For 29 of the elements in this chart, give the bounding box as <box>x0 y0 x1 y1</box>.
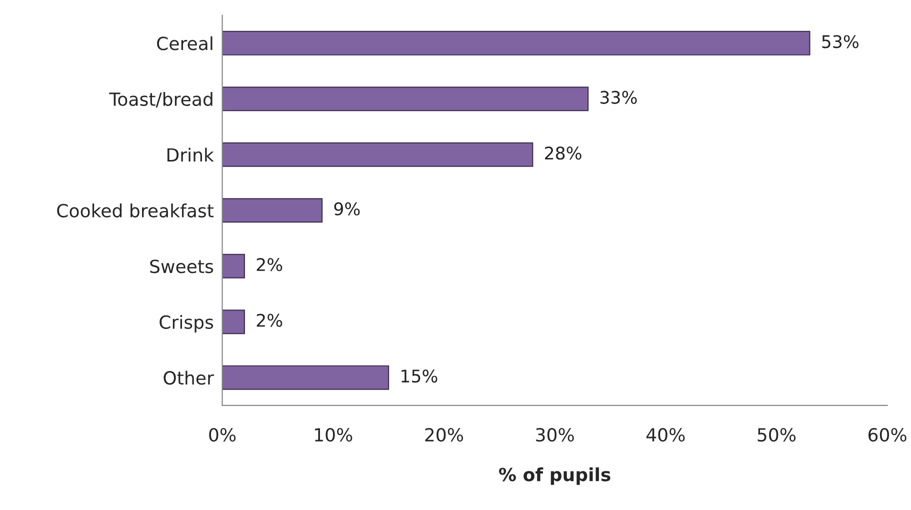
data-label: 33% <box>600 90 637 104</box>
x-tick-label: 60% <box>868 428 906 442</box>
data-label: 2% <box>256 258 282 272</box>
data-label: 53% <box>822 35 858 48</box>
bar <box>222 365 390 390</box>
y-tick-label: Sweets <box>150 260 214 274</box>
bar <box>222 198 323 223</box>
bar <box>222 254 246 278</box>
data-label: 28% <box>545 146 582 160</box>
data-label: 9% <box>334 202 360 216</box>
bar <box>222 30 810 56</box>
data-label: 2% <box>256 314 282 327</box>
y-tick-label: Toast/bread <box>109 92 212 108</box>
x-tick-label: 40% <box>646 428 685 442</box>
y-tick-label: Cooked breakfast <box>57 204 214 218</box>
y-tick-label: Cereal <box>157 36 212 50</box>
bar <box>222 86 589 112</box>
x-tick-label: 20% <box>425 428 464 442</box>
bar <box>222 142 534 167</box>
x-tick-label: 30% <box>536 428 574 442</box>
y-tick-label: Drink <box>167 148 214 162</box>
y-tick-label: Crisps <box>160 314 214 332</box>
x-tick-label: 50% <box>758 428 796 442</box>
x-axis-title: % of pupils <box>499 467 610 485</box>
x-tick-label: 0% <box>209 428 236 442</box>
x-tick-label: 10% <box>315 428 352 442</box>
y-tick-label: Other <box>164 370 214 385</box>
bar <box>222 310 246 334</box>
data-label: 15% <box>402 369 438 383</box>
